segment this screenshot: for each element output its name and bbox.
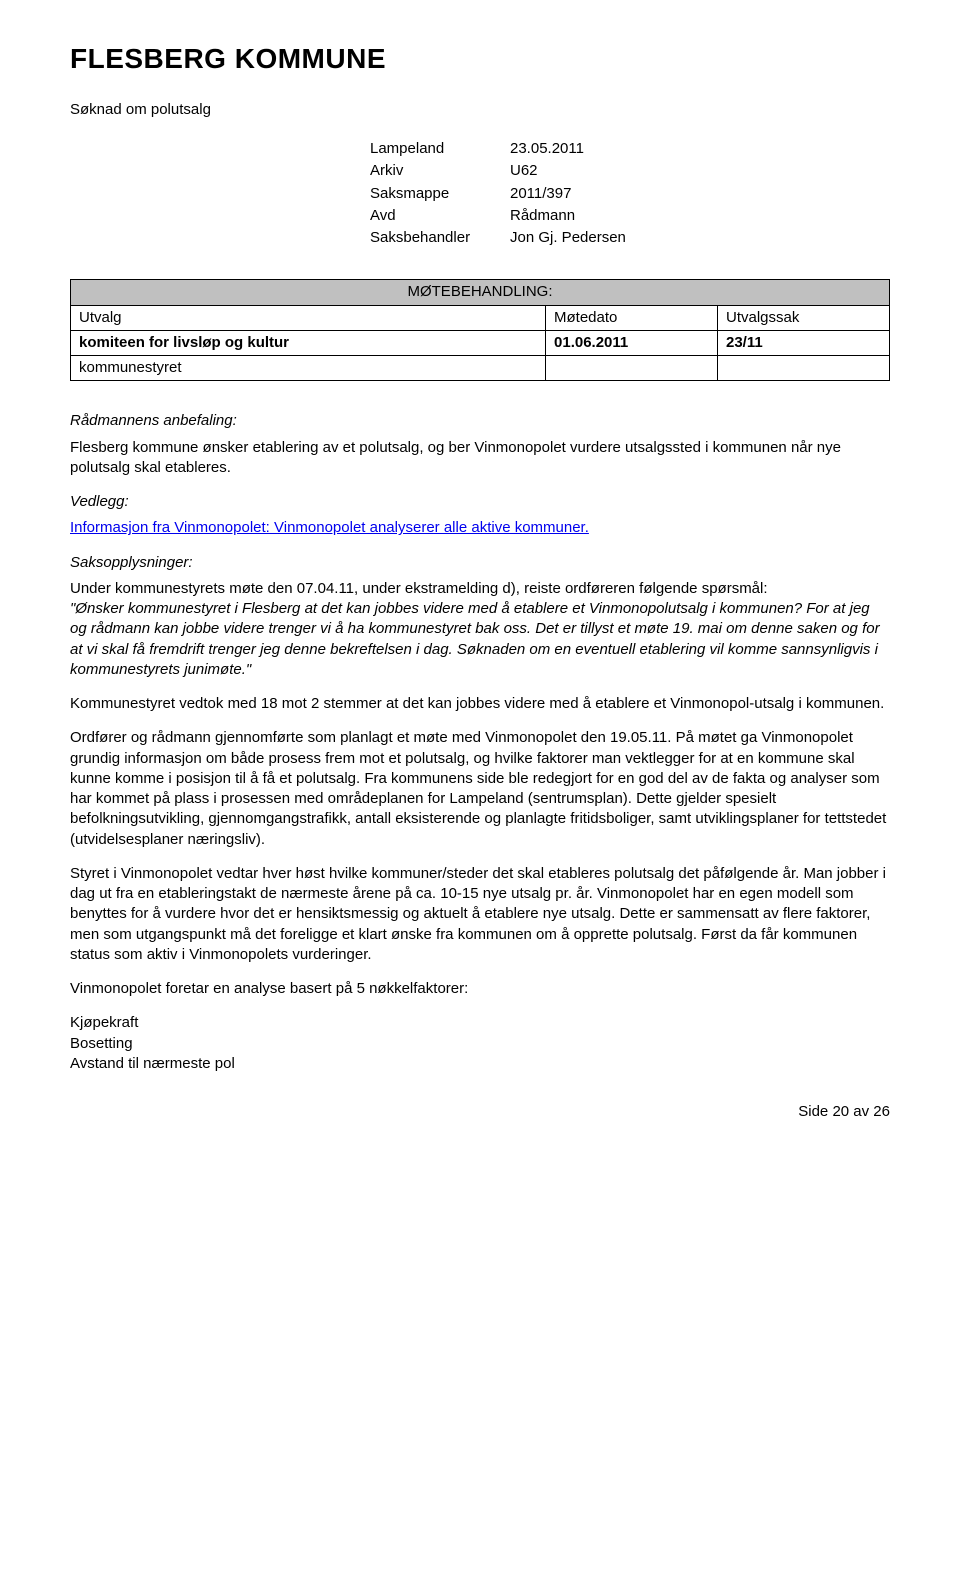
cell-utvalgssak [718,356,890,381]
attachment-link[interactable]: Informasjon fra Vinmonopolet: Vinmonopol… [70,519,589,536]
case-info-p3: Ordfører og rådmann gjennomførte som pla… [70,728,890,850]
meta-value: 23.05.2011 [510,138,626,160]
attachments-label: Vedlegg: [70,492,890,512]
table-row: komiteen for livsløp og kultur 01.06.201… [71,330,890,355]
meta-value: Rådmann [510,205,626,227]
meta-key: Lampeland [370,138,510,160]
case-info-p1-intro: Under kommunestyrets møte den 07.04.11, … [70,580,768,597]
col-utvalgssak: Utvalgssak [718,305,890,330]
table-row: kommunestyret [71,356,890,381]
factor-item: Bosetting [70,1034,890,1054]
processing-columns-row: Utvalg Møtedato Utvalgssak [71,305,890,330]
meta-row: SaksbehandlerJon Gj. Pedersen [370,227,626,249]
col-utvalg: Utvalg [71,305,546,330]
meta-key: Saksbehandler [370,227,510,249]
page-footer: Side 20 av 26 [70,1102,890,1122]
meta-row: AvdRådmann [370,205,626,227]
case-info-p5: Vinmonopolet foretar en analyse basert p… [70,979,890,999]
meta-value: U62 [510,160,626,182]
page-title: FLESBERG KOMMUNE [70,40,890,78]
meta-row: Saksmappe2011/397 [370,183,626,205]
case-info-p4: Styret i Vinmonopolet vedtar hver høst h… [70,864,890,965]
factors-list: Kjøpekraft Bosetting Avstand til nærmest… [70,1013,890,1074]
meta-row: ArkivU62 [370,160,626,182]
recommendation-label: Rådmannens anbefaling: [70,411,890,431]
attachment-link-wrapper: Informasjon fra Vinmonopolet: Vinmonopol… [70,518,890,538]
case-info-p1-quote: "Ønsker kommunestyret i Flesberg at det … [70,600,880,678]
factor-item: Avstand til nærmeste pol [70,1054,890,1074]
meta-key: Avd [370,205,510,227]
meta-key: Arkiv [370,160,510,182]
cell-utvalgssak: 23/11 [718,330,890,355]
cell-motedato [546,356,718,381]
processing-heading-row: MØTEBEHANDLING: [71,280,890,305]
meta-value: Jon Gj. Pedersen [510,227,626,249]
case-info-p2: Kommunestyret vedtok med 18 mot 2 stemme… [70,694,890,714]
processing-table: MØTEBEHANDLING: Utvalg Møtedato Utvalgss… [70,279,890,381]
meta-block: Lampeland23.05.2011 ArkivU62 Saksmappe20… [370,138,890,249]
recommendation-text: Flesberg kommune ønsker etablering av et… [70,438,890,479]
case-info-p1: Under kommunestyrets møte den 07.04.11, … [70,579,890,680]
meta-key: Saksmappe [370,183,510,205]
cell-utvalg: komiteen for livsløp og kultur [71,330,546,355]
cell-motedato: 01.06.2011 [546,330,718,355]
meta-row: Lampeland23.05.2011 [370,138,626,160]
processing-heading: MØTEBEHANDLING: [71,280,890,305]
factor-item: Kjøpekraft [70,1013,890,1033]
col-motedato: Møtedato [546,305,718,330]
cell-utvalg: kommunestyret [71,356,546,381]
meta-table: Lampeland23.05.2011 ArkivU62 Saksmappe20… [370,138,626,249]
case-info-label: Saksopplysninger: [70,553,890,573]
case-subtitle: Søknad om polutsalg [70,100,890,120]
meta-value: 2011/397 [510,183,626,205]
